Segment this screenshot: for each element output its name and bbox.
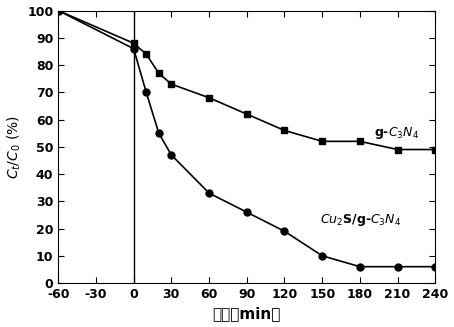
Text: g-$C_3$$N_4$: g-$C_3$$N_4$	[374, 125, 419, 141]
Text: $Cu_2$S/g-$C_3$$N_4$: $Cu_2$S/g-$C_3$$N_4$	[320, 212, 401, 228]
Y-axis label: $\it{C_t}$/$\it{C_0}$ (%): $\it{C_t}$/$\it{C_0}$ (%)	[5, 115, 23, 179]
X-axis label: 时间（min）: 时间（min）	[212, 306, 281, 321]
